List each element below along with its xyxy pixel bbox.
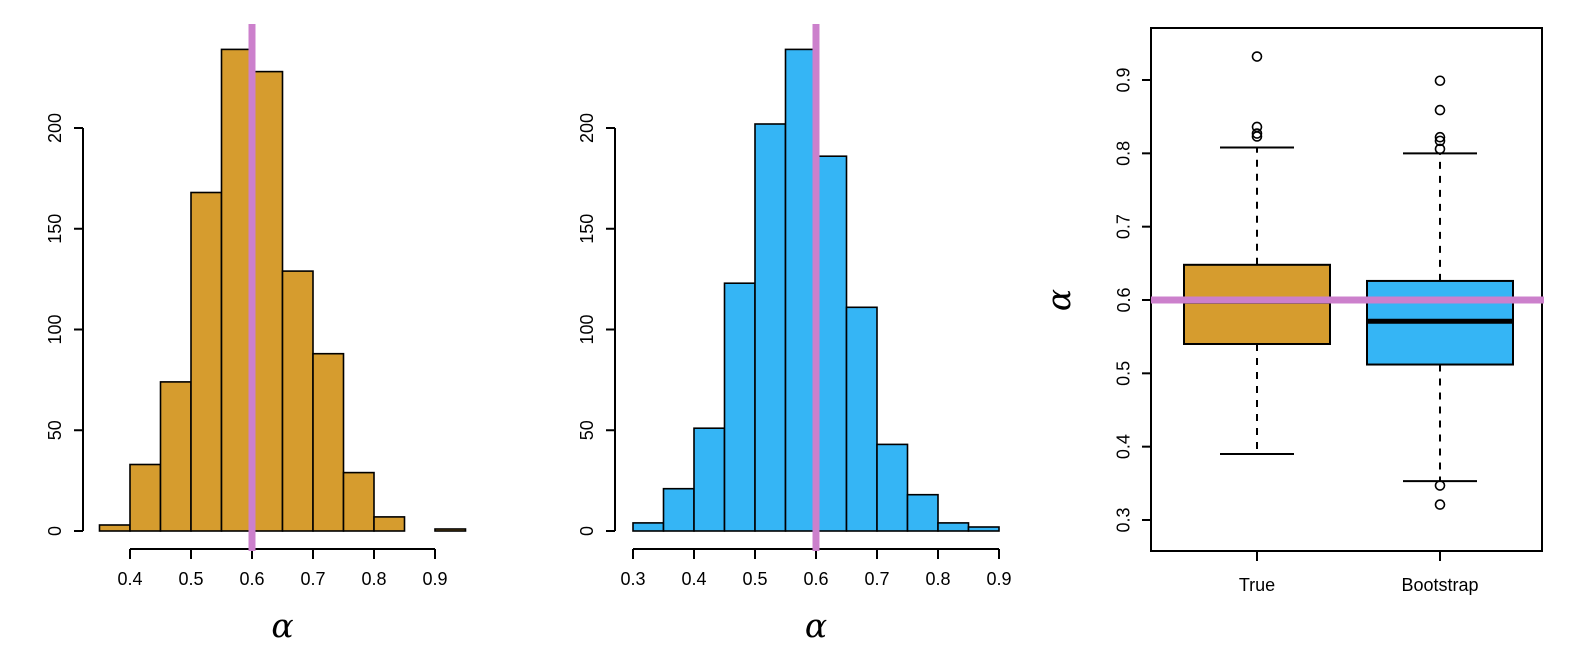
y-tick-label: 0 (45, 526, 65, 536)
y-tick-label: 0.5 (1114, 361, 1134, 386)
histogram-bar (815, 155, 848, 532)
histogram-bar (937, 522, 970, 532)
histogram-bar (967, 526, 1000, 532)
histogram-bar (159, 381, 192, 532)
y-tick-label: 50 (45, 420, 65, 440)
outlier-point (1434, 499, 1446, 510)
plot-frame (1150, 27, 1543, 552)
outlier-point (1251, 51, 1263, 62)
histogram-bar (906, 493, 939, 532)
y-tick-label: 0.6 (1114, 287, 1134, 312)
x-tick-label: 0.4 (681, 569, 706, 589)
x-tick-label: 0.5 (742, 569, 767, 589)
x-tick-label: 0.6 (803, 569, 828, 589)
y-tick-label: 50 (577, 420, 597, 440)
outlier-point (1434, 143, 1446, 155)
panel-histogram-bootstrap: 0 50 100 150 200 0.3 0.4 0.5 0.6 0.7 0.8 0.9 α (577, 24, 1012, 645)
y-tick-label: 100 (577, 314, 597, 344)
y-tick-label: 100 (45, 314, 65, 344)
y-axis-title: α (1039, 289, 1078, 311)
y-tick-label: 0.4 (1114, 434, 1134, 459)
histogram-bar (190, 191, 223, 532)
y-tick-label: 200 (45, 113, 65, 143)
x-tick-label: 0.9 (986, 569, 1011, 589)
y-tick-label: 0 (577, 526, 597, 536)
x-tick-label: 0.7 (864, 569, 889, 589)
x-axis-title: α (805, 606, 827, 645)
histogram-bar (876, 443, 909, 532)
group-label: True (1239, 575, 1275, 595)
histogram-bar (662, 487, 695, 532)
histogram-bar (754, 123, 787, 532)
outlier-point (1251, 128, 1263, 139)
outlier-point (1434, 104, 1446, 116)
histogram-bar (632, 522, 665, 532)
x-tick-label: 0.7 (300, 569, 325, 589)
histogram-bar (845, 306, 878, 532)
outlier-point (1434, 131, 1446, 143)
y-tick-label: 0.8 (1114, 141, 1134, 166)
histogram-bar (342, 471, 375, 532)
group-label: Bootstrap (1401, 575, 1478, 595)
x-tick-label: 0.9 (422, 569, 447, 589)
x-axis-title: α (271, 606, 293, 645)
outlier-point (1251, 121, 1263, 133)
outlier-point (1434, 480, 1446, 491)
panel-histogram-true: 0 50 100 150 200 0.4 0.5 0.6 0.7 0.8 0.9 α (45, 24, 467, 645)
histogram-bar (693, 427, 726, 532)
x-tick-label: 0.3 (620, 569, 645, 589)
y-tick-label: 200 (577, 113, 597, 143)
histogram-bar (373, 516, 406, 532)
x-tick-label: 0.5 (178, 569, 203, 589)
histogram-bar (251, 70, 284, 532)
y-tick-label: 150 (577, 214, 597, 244)
box-iqr (1183, 263, 1331, 345)
histogram-bar (784, 48, 817, 532)
histogram-bar (98, 524, 131, 532)
outlier-point (1434, 135, 1446, 147)
y-tick-label: 0.7 (1114, 214, 1134, 239)
panel-boxplot: 0.3 0.4 0.5 0.6 0.7 0.8 0.9 α True Bootstrap (1039, 27, 1544, 595)
y-tick-label: 0.9 (1114, 67, 1134, 92)
histogram-bar (723, 282, 756, 532)
histogram-bar (434, 528, 467, 532)
y-tick-label: 150 (45, 214, 65, 244)
histogram-bar (220, 48, 253, 532)
histogram-bar (281, 270, 314, 532)
x-tick-label: 0.8 (361, 569, 386, 589)
x-tick-label: 0.8 (925, 569, 950, 589)
outlier-point (1434, 75, 1446, 87)
x-tick-label: 0.4 (117, 569, 142, 589)
y-tick-label: 0.3 (1114, 507, 1134, 532)
histogram-bar (129, 463, 162, 532)
histogram-bar (312, 352, 345, 532)
x-tick-label: 0.6 (239, 569, 264, 589)
